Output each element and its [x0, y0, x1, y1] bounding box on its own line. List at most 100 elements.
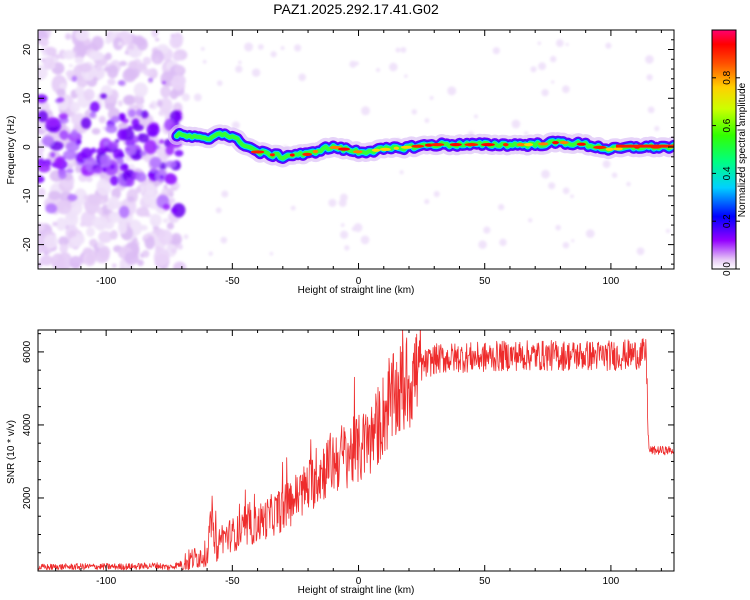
- spectrogram-noise-blob: [130, 50, 138, 58]
- spectrogram-noise-blob: [41, 51, 47, 57]
- spectrogram-noise-blob: [353, 223, 363, 233]
- spectrogram-noise-blob: [128, 42, 135, 50]
- spectrogram-noise-blob: [139, 185, 146, 189]
- spectrogram-noise-blob: [202, 59, 207, 64]
- snr-ytick-label: 6000: [22, 340, 33, 363]
- spectrogram-ytick-label: -20: [22, 237, 33, 252]
- spectrogram-noise-blob: [124, 95, 134, 105]
- colorbar-tick-label: 0.0: [722, 262, 733, 276]
- spectrogram-noise-blob: [376, 68, 381, 72]
- spectrogram-noise-blob: [43, 234, 58, 249]
- spectrogram-frame: [37, 29, 675, 270]
- spectrogram-blob: [89, 101, 100, 113]
- spectrogram-noise-blob: [555, 224, 561, 231]
- spectrogram-blob: [143, 139, 157, 155]
- spectrogram-noise-blob: [478, 240, 487, 249]
- spectrogram-blob: [45, 117, 60, 128]
- spectrogram-blob: [59, 130, 69, 140]
- spectrogram-noise-blob: [83, 88, 95, 101]
- spectrogram-blob: [76, 139, 82, 143]
- spectrogram-noise-blob: [149, 213, 162, 227]
- spectrogram-noise-blob: [43, 56, 55, 70]
- spectrogram-blob: [45, 203, 58, 214]
- colorbar-tick-label: 0.4: [722, 166, 733, 180]
- spectrogram-blob: [58, 113, 69, 120]
- spectrogram-noise-blob: [124, 251, 139, 265]
- spectrogram-noise-blob: [98, 230, 113, 244]
- spectrogram-noise-blob: [73, 188, 88, 205]
- spectrogram-noise-blob: [118, 41, 123, 47]
- spectrogram-noise-blob: [571, 239, 575, 243]
- spectrogram-noise-blob: [96, 178, 112, 196]
- spectrogram-noise-blob: [511, 119, 521, 129]
- spectrogram-noise-blob: [98, 115, 106, 124]
- spectrogram-noise-blob: [137, 259, 144, 267]
- spectrogram-noise-blob: [549, 55, 557, 63]
- spectrogram-noise-blob: [389, 62, 398, 72]
- spectrogram-blob: [117, 80, 126, 86]
- spectrogram-blob: [111, 115, 120, 123]
- spectrogram-noise-blob: [541, 88, 549, 97]
- spectrogram-noise-blob: [602, 160, 611, 169]
- ridge-hotspot: [430, 143, 445, 147]
- spectrogram-blob: [100, 154, 111, 168]
- spectrogram-noise-blob: [339, 193, 348, 202]
- colorbar-label: Normalized spectral amplitude: [737, 82, 748, 217]
- ridge-hotspot: [576, 142, 586, 146]
- ridge-hotspot: [449, 143, 462, 147]
- ridge-hotspot: [464, 143, 479, 147]
- spectrogram-blob: [147, 172, 156, 178]
- spectrogram-noise-blob: [153, 57, 160, 65]
- spectrogram-noise-blob: [38, 143, 45, 154]
- spectrogram-noise-blob: [548, 182, 556, 190]
- spectrogram-blob: [103, 140, 110, 146]
- spectrogram-noise-blob: [127, 196, 135, 203]
- spectrogram-noise-blob: [220, 236, 228, 244]
- spectrogram-noise-blob: [171, 74, 185, 91]
- spectrogram-noise-blob: [43, 46, 57, 57]
- spectrogram-blob: [138, 133, 150, 143]
- spectrogram-noise-blob: [75, 86, 85, 96]
- spectrogram-noise-blob: [626, 181, 631, 187]
- spectrogram-noise-blob: [122, 68, 137, 83]
- spectrogram-noise-blob: [159, 97, 173, 114]
- spectrogram-xtick-label: 0: [356, 276, 362, 287]
- spectrogram-noise-blob: [62, 49, 76, 60]
- spectrogram-noise-blob: [541, 169, 550, 179]
- spectrogram-noise-blob: [72, 43, 87, 60]
- spectrogram-noise-blob: [169, 89, 179, 100]
- spectrogram-noise-blob: [38, 187, 46, 198]
- spectrogram-noise-blob: [128, 60, 138, 70]
- spectrogram-noise-blob: [85, 253, 96, 265]
- spectrogram-noise-blob: [585, 229, 595, 238]
- spectrogram-blob: [124, 144, 137, 156]
- spectrogram-blob: [148, 78, 153, 82]
- spectrogram-noise-blob: [65, 69, 75, 78]
- spectrogram-noise-blob: [298, 73, 306, 82]
- spectrogram-noise-blob: [411, 109, 417, 115]
- spectrogram-noise-blob: [123, 263, 134, 269]
- ridge-hotspot: [289, 153, 295, 157]
- spectrogram-blob: [119, 205, 130, 218]
- spectrogram-noise-blob: [562, 241, 570, 249]
- spectrogram-noise-blob: [38, 222, 45, 232]
- spectrogram-blob: [117, 129, 127, 141]
- spectrogram-noise-blob: [340, 223, 345, 227]
- spectrogram-blob: [67, 194, 78, 201]
- spectrogram-noise-blob: [91, 216, 108, 230]
- snr-xtick-label: -100: [96, 576, 116, 587]
- spectrogram-blob: [83, 159, 89, 164]
- spectrogram-noise-blob: [43, 251, 49, 256]
- spectrogram-blob: [165, 145, 175, 156]
- ridge-hotspot: [371, 148, 381, 152]
- ridge-hotspot: [379, 147, 391, 151]
- spectrogram-noise-blob: [193, 93, 202, 102]
- spectrogram-blob: [126, 177, 135, 187]
- snr-frame: [37, 329, 675, 572]
- spectrogram-noise-blob: [424, 199, 430, 205]
- snr-ytick-label: 4000: [22, 413, 33, 436]
- spectrogram-blob: [115, 139, 120, 143]
- spectrogram-noise-blob: [344, 245, 350, 251]
- spectrogram-xtick-label: -100: [96, 276, 116, 287]
- spectrogram-noise-blob: [172, 54, 182, 62]
